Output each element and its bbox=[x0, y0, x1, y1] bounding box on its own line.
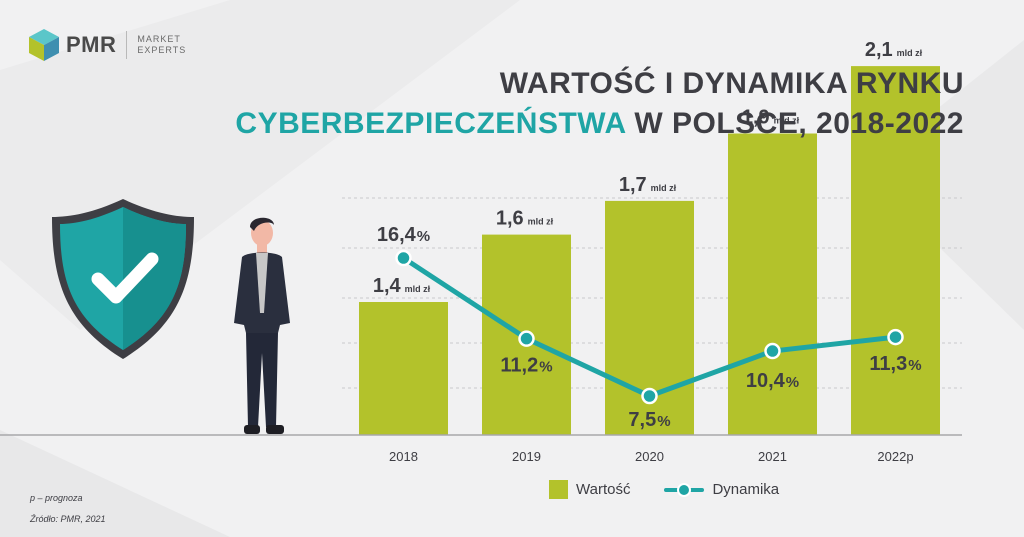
logo-tagline: MARKET EXPERTS bbox=[137, 34, 186, 56]
x-tick-label: 2018 bbox=[389, 449, 418, 464]
dynamika-value-label: 10,4% bbox=[746, 370, 799, 392]
x-tick-label: 2022p bbox=[877, 449, 913, 464]
x-tick-label: 2020 bbox=[635, 449, 664, 464]
legend-bar-label: Wartość bbox=[576, 481, 631, 498]
logo-brand: PMR bbox=[66, 32, 117, 57]
dynamika-point-2019 bbox=[518, 330, 535, 347]
dynamika-point-2018 bbox=[395, 249, 412, 267]
shield-check-icon bbox=[52, 199, 194, 359]
bar-2018 bbox=[359, 302, 448, 435]
chart-title: WARTOŚĆ I DYNAMIKA RYNKU CYBERBEZPIECZEŃ… bbox=[235, 64, 964, 144]
x-tick-label: 2019 bbox=[512, 449, 541, 464]
title-line-1: WARTOŚĆ I DYNAMIKA RYNKU bbox=[499, 67, 964, 100]
dynamika-value-label: 11,2% bbox=[500, 355, 552, 377]
bar-value-label: 1,4 mld zł bbox=[373, 275, 431, 297]
title-rest: W POLSCE, 2018-2022 bbox=[625, 107, 964, 140]
dynamika-value-label: 7,5% bbox=[628, 409, 670, 431]
dynamika-point-2021 bbox=[764, 342, 781, 360]
title-line-2: CYBERBEZPIECZEŃSTWA W POLSCE, 2018-2022 bbox=[235, 104, 964, 144]
x-tick-label: 2021 bbox=[758, 449, 787, 464]
logo-divider bbox=[126, 31, 128, 59]
bar-2022p bbox=[851, 66, 940, 435]
bar-value-label: 1,6 mld zł bbox=[496, 208, 554, 230]
legend-line-swatch bbox=[664, 482, 705, 497]
businessman-illustration bbox=[234, 217, 290, 434]
logo-tagline-1: MARKET bbox=[137, 34, 181, 44]
legend: Wartość Dynamika bbox=[549, 480, 779, 499]
footnote-source: Źródło: PMR, 2021 bbox=[30, 514, 106, 524]
title-accent: CYBERBEZPIECZEŃSTWA bbox=[235, 107, 626, 140]
dynamika-value-label: 16,4% bbox=[377, 224, 430, 246]
bar-value-label: 2,1 mld zł bbox=[865, 39, 923, 61]
legend-line-label: Dynamika bbox=[712, 481, 780, 498]
cube-logo-icon bbox=[29, 29, 59, 61]
logo-tagline-2: EXPERTS bbox=[137, 45, 187, 55]
bar-value-label: 1,7 mld zł bbox=[619, 174, 677, 196]
dynamika-point-2020 bbox=[641, 387, 658, 405]
bar-2021 bbox=[728, 133, 817, 435]
pmr-logo: PMR MARKET EXPERTS bbox=[28, 28, 186, 62]
footnote-forecast: p – prognoza bbox=[30, 493, 83, 503]
dynamika-point-2022p bbox=[887, 328, 904, 346]
dynamika-value-label: 11,3% bbox=[869, 353, 921, 375]
legend-bar-swatch bbox=[549, 480, 568, 499]
